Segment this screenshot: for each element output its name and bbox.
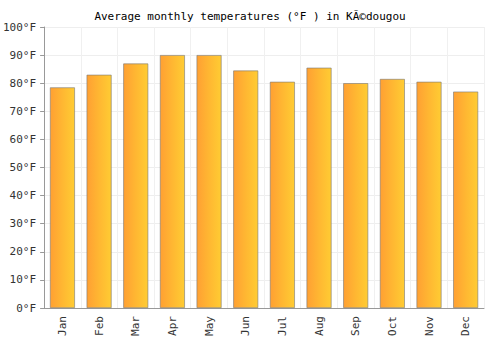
- svg-text:10°F: 10°F: [10, 273, 37, 286]
- svg-text:Mar: Mar: [129, 316, 142, 336]
- svg-text:Apr: Apr: [166, 316, 179, 336]
- svg-text:Dec: Dec: [459, 316, 472, 336]
- svg-text:0°F: 0°F: [16, 302, 36, 315]
- svg-text:Jul: Jul: [276, 316, 289, 336]
- svg-text:90°F: 90°F: [10, 49, 37, 62]
- svg-text:May: May: [203, 316, 216, 336]
- svg-text:100°F: 100°F: [3, 21, 36, 34]
- svg-text:Aug: Aug: [313, 316, 326, 336]
- svg-text:Nov: Nov: [423, 316, 436, 336]
- svg-text:80°F: 80°F: [10, 77, 37, 90]
- svg-text:Average monthly temperatures (: Average monthly temperatures (°F ) in KÃ…: [94, 10, 405, 23]
- svg-text:Feb: Feb: [93, 316, 106, 336]
- svg-text:40°F: 40°F: [10, 189, 37, 202]
- svg-text:Oct: Oct: [386, 316, 399, 336]
- svg-text:30°F: 30°F: [10, 217, 37, 230]
- svg-text:Jun: Jun: [239, 316, 252, 336]
- svg-text:70°F: 70°F: [10, 105, 37, 118]
- svg-text:50°F: 50°F: [10, 161, 37, 174]
- svg-text:20°F: 20°F: [10, 245, 37, 258]
- svg-text:Sep: Sep: [349, 316, 362, 336]
- svg-text:Jan: Jan: [56, 316, 69, 336]
- svg-text:60°F: 60°F: [10, 133, 37, 146]
